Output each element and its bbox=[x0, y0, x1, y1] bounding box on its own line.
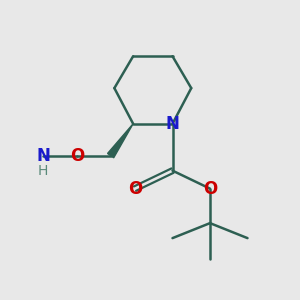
Text: N: N bbox=[166, 115, 179, 133]
Text: O: O bbox=[128, 180, 142, 198]
Text: O: O bbox=[203, 180, 217, 198]
Text: H: H bbox=[38, 164, 48, 178]
Text: O: O bbox=[70, 147, 84, 165]
Text: N: N bbox=[36, 147, 50, 165]
Polygon shape bbox=[108, 124, 133, 158]
